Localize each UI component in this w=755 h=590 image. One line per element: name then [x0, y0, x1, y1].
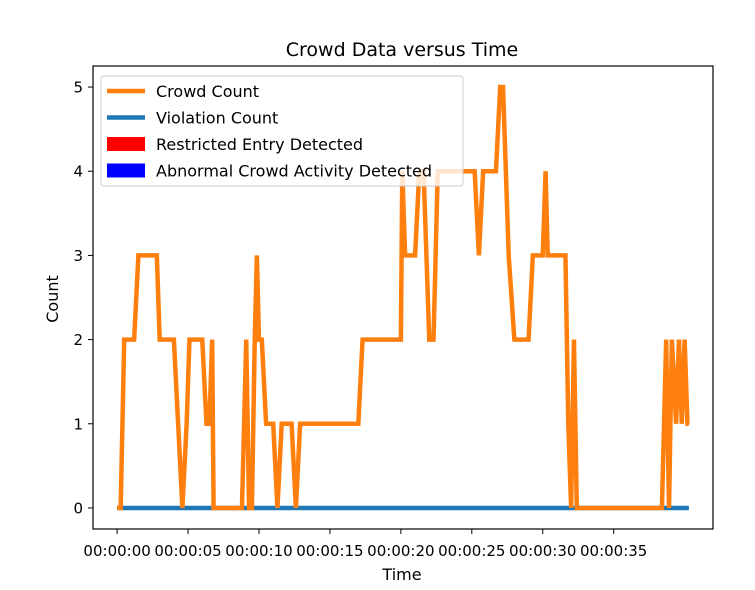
- y-tick-label: 4: [73, 163, 83, 181]
- legend-swatch: [107, 163, 145, 178]
- plot-frame: [92, 65, 714, 530]
- x-tick-label: 00:00:15: [296, 542, 363, 560]
- y-tick-label: 5: [73, 79, 83, 97]
- legend-label: Abnormal Crowd Activity Detected: [156, 162, 432, 181]
- y-tick-label: 0: [73, 499, 83, 517]
- x-tick-label: 00:00:00: [83, 542, 150, 560]
- x-tick-label: 00:00:20: [367, 542, 434, 560]
- y-tick-label: 1: [73, 415, 83, 433]
- legend-label: Crowd Count: [156, 82, 259, 101]
- legend-box: [100, 75, 464, 187]
- series-line-crowd-count: [117, 84, 690, 511]
- x-tick-label: 00:00:35: [580, 542, 647, 560]
- chart-title: Crowd Data versus Time: [286, 39, 518, 61]
- y-tick-label: 3: [73, 247, 83, 265]
- x-tick-label: 00:00:05: [154, 542, 221, 560]
- x-axis: 00:00:00 00:00:05 00:00:10 00:00:15 00:00:20…: [83, 529, 647, 560]
- x-tick-label: 00:00:30: [509, 542, 576, 560]
- legend-swatch: [107, 137, 145, 151]
- x-axis-title: Time: [381, 565, 421, 584]
- legend-label: Restricted Entry Detected: [156, 135, 363, 154]
- x-tick-label: 00:00:10: [225, 542, 292, 560]
- x-tick-label: 00:00:25: [438, 542, 505, 560]
- series-layer: [117, 84, 690, 511]
- legend-label: Violation Count: [156, 109, 278, 128]
- y-axis-title: Count: [43, 275, 62, 323]
- y-tick-label: 2: [73, 331, 83, 349]
- legend: Crowd Count Violation Count Restricted Ent…: [100, 75, 464, 187]
- y-axis: 0 1 2 3 4 5: [73, 79, 93, 517]
